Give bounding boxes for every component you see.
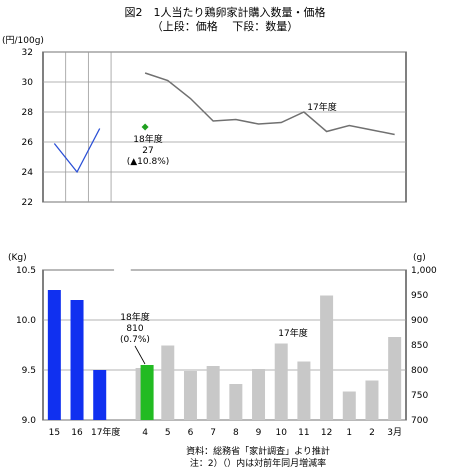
quantity-left-tick-label: 10.0 [16,316,36,326]
quantity-bar-17 [388,337,402,420]
quantity-bars [47,290,402,420]
quantity-x-axis: 15 16 17年度 4 5 6 7 8 9 10 11 12 1 2 3月 [49,426,402,438]
quantity-annotation-18-value: 810 [126,324,143,334]
quantity-x-tick-label: 16 [71,428,83,438]
quantity-right-tick-label: 1,000 [411,266,437,276]
price-y-axis-label: (円/100g) [2,35,44,46]
quantity-bar-17 [206,366,220,420]
quantity-x-tick-label: 5 [165,428,171,438]
quantity-bar-17 [320,295,334,420]
quantity-bar-17 [183,371,197,420]
quantity-bar-annual [70,300,84,420]
price-chart: 22 24 26 28 30 32 (円/100g) 17年度 18年度 27 (▲10.… [2,35,407,208]
quantity-right-tick-label: 700 [411,416,428,426]
quantity-right-tick-label: 950 [411,291,428,301]
quantity-annotation-17: 17年度 [278,327,307,339]
quantity-right-axis-label: (g) [413,253,426,263]
quantity-bar-annual [93,370,107,420]
price-y-axis: 22 24 26 28 30 32 [22,48,34,208]
quantity-left-tick-label: 9.5 [22,366,36,376]
price-y-tick-label: 30 [22,78,34,88]
quantity-x-tick-label: 2 [369,428,375,438]
quantity-bar-17 [252,369,266,420]
quantity-right-tick-label: 750 [411,391,428,401]
quantity-bar-17 [365,380,379,420]
quantity-right-tick-label: 800 [411,366,428,376]
footnote: 注：2）（）内は対前年同月増減率 [190,457,326,469]
figure-title: 図2 1人当たり鶏卵家計購入数量・価格 [125,5,326,19]
quantity-bar-17 [274,343,288,420]
quantity-x-tick-label: 15 [49,428,60,438]
quantity-bar-17 [161,345,175,420]
quantity-right-tick-label: 850 [411,341,428,351]
quantity-left-axis-label: (Kg) [8,253,27,263]
quantity-bar-17 [342,391,356,420]
price-annotation-18-label: 18年度 [133,133,162,145]
price-y-tick-label: 22 [22,198,33,208]
figure-subtitle: （上段：価格 下段：数量） [152,19,299,33]
quantity-x-tick-label: 7 [210,428,216,438]
price-chart-frame [42,51,407,203]
quantity-x-tick-label: 12 [321,428,332,438]
quantity-x-tick-label: 10 [275,428,287,438]
quantity-bar-17 [297,361,311,420]
price-point-18 [141,123,149,131]
price-y-tick-label: 26 [22,138,34,148]
quantity-x-tick-label: 8 [233,428,239,438]
price-annotation-18-change: (▲10.8%) [127,157,170,167]
quantity-left-tick-label: 9.0 [22,416,37,426]
quantity-bar-annual [47,290,61,420]
price-line-annual [53,128,101,174]
price-chart-grid [43,51,406,203]
quantity-x-tick-label: 4 [142,428,148,438]
price-y-tick-label: 24 [22,168,34,178]
source-note: 資料：総務省「家計調査」より推計 [186,445,330,457]
quantity-right-tick-label: 900 [411,316,428,326]
quantity-annotation-18-change: (0.7%) [120,335,150,345]
quantity-left-tick-label: 10.5 [16,266,36,276]
price-series [53,72,395,174]
quantity-right-axis: 700 750 800 850 900 950 1,000 [411,266,437,426]
quantity-x-tick-label: 17年度 [91,426,120,438]
quantity-x-tick-label: 9 [256,428,262,438]
quantity-annotation-18-label: 18年度 [120,311,149,323]
quantity-annotation-leader [134,345,146,365]
quantity-x-tick-label: 6 [188,428,194,438]
price-annotation-18-value: 27 [142,146,153,156]
quantity-x-tick-label: 1 [346,428,352,438]
price-y-tick-label: 28 [22,108,34,118]
price-y-tick-label: 32 [22,48,33,58]
price-annotation-17: 17年度 [307,101,336,113]
quantity-x-tick-label: 3月 [387,427,402,438]
quantity-chart: 9.0 9.5 10.0 10.5 700 750 800 850 900 950 1,000 1… [8,253,437,438]
quantity-bar-18 [140,365,154,420]
quantity-bar-17 [229,384,243,420]
quantity-x-tick-label: 11 [298,428,309,438]
quantity-left-axis: 9.0 9.5 10.0 10.5 [16,266,36,426]
price-line-17 [144,72,395,136]
quantity-axis-break [114,264,131,274]
